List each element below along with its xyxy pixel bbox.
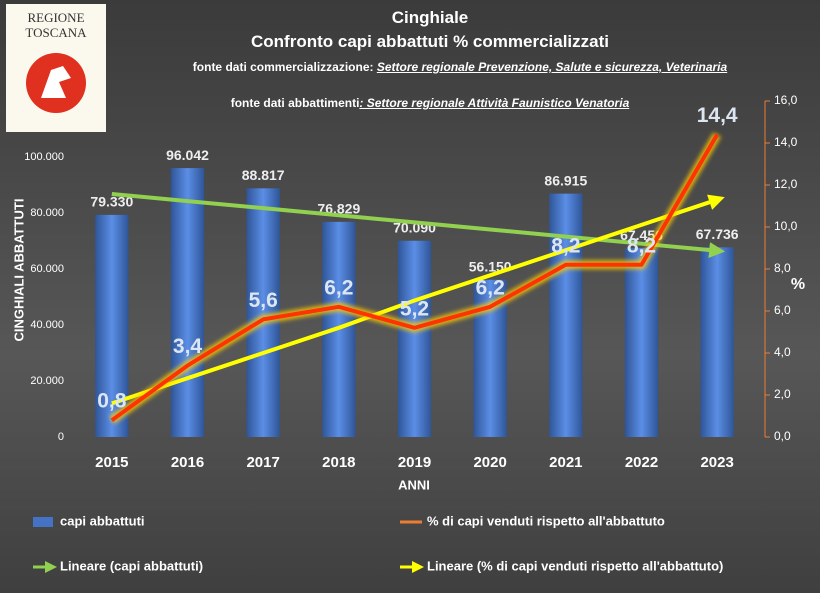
bar — [170, 168, 205, 437]
line-label: 6,2 — [476, 276, 505, 299]
x-tick-label: 2019 — [398, 454, 431, 471]
y-tick-label: 80.000 — [30, 207, 64, 219]
legend-swatch — [33, 517, 53, 527]
title: Cinghiale — [391, 8, 469, 27]
bar-label: 67.736 — [696, 226, 739, 242]
source-label: fonte dati commercializzazione: — [192, 60, 374, 74]
x-tick-label: 2020 — [473, 454, 506, 471]
source-link[interactable]: : Settore regionale Attività Faunistico … — [359, 96, 630, 110]
y-tick-label: 100.000 — [24, 151, 64, 163]
legend-label: % di capi venduti rispetto all'abbattuto — [427, 513, 665, 528]
bar-label: 88.817 — [242, 167, 285, 183]
y2-tick-label: 6,0 — [774, 303, 791, 317]
line-label: 8,2 — [627, 234, 656, 257]
trend-line — [111, 191, 726, 259]
x-axis-label: ANNI — [398, 477, 430, 492]
logo-text: REGIONE — [27, 10, 85, 25]
logo-text: TOSCANA — [25, 25, 87, 40]
line-label: 14,4 — [697, 104, 738, 127]
bar-label: 96.042 — [166, 147, 209, 163]
y-tick-label: 40.000 — [30, 319, 64, 331]
x-tick-label: 2017 — [246, 454, 279, 471]
legend-label: Lineare (% di capi venduti rispetto all'… — [427, 558, 723, 573]
bar — [246, 188, 280, 437]
x-tick-label: 2023 — [700, 454, 733, 471]
line-label: 5,6 — [249, 289, 278, 312]
line — [110, 133, 719, 422]
legend-label: capi abbattuti — [60, 513, 145, 528]
y-tick-label: 0 — [58, 431, 64, 443]
y-tick-label: 20.000 — [30, 375, 64, 387]
source-link[interactable]: Settore regionale Prevenzione, Salute e … — [376, 60, 728, 74]
source: fonte dati commercializzazione: Settore … — [180, 60, 740, 74]
y2-tick-label: 16,0 — [774, 93, 798, 107]
x-tick-label: 2022 — [625, 454, 658, 471]
bar — [700, 247, 734, 437]
logo: REGIONE TOSCANA — [6, 4, 106, 132]
y2-tick-label: 0,0 — [774, 429, 791, 443]
y2-tick-label: 8,0 — [774, 261, 791, 275]
y2-tick-label: 14,0 — [774, 135, 798, 149]
line-label: 3,4 — [173, 335, 203, 358]
y-tick-label: 60.000 — [30, 263, 64, 275]
y2-axis-label: % — [791, 276, 805, 293]
y2-tick-label: 10,0 — [774, 219, 798, 233]
y2-tick-label: 2,0 — [774, 387, 791, 401]
trend-line — [111, 194, 725, 406]
x-tick-label: 2021 — [549, 454, 582, 471]
y-axis-label: CINGHIALI ABBATTUTI — [11, 199, 26, 342]
line-label: 8,2 — [551, 234, 580, 257]
subtitle: Confronto capi abbattuti % commercializz… — [251, 32, 609, 51]
line-label: 5,2 — [400, 297, 429, 320]
line-label: 6,2 — [324, 276, 353, 299]
x-tick-label: 2015 — [95, 454, 128, 471]
x-tick-label: 2016 — [171, 454, 204, 471]
bar — [549, 193, 583, 437]
legend-label: Lineare (capi abbattuti) — [60, 558, 203, 573]
bar — [397, 240, 432, 437]
source: fonte dati abbattimenti: Settore regiona… — [120, 96, 740, 110]
bar — [624, 248, 659, 437]
line-label: 0,8 — [97, 390, 127, 413]
bar-label: 79.330 — [90, 194, 133, 210]
y2-tick-label: 12,0 — [774, 177, 798, 191]
bar-label: 86.915 — [544, 172, 587, 188]
source-label: fonte dati abbattimenti — [230, 96, 360, 110]
logo-emblem — [26, 53, 86, 113]
x-tick-label: 2018 — [322, 454, 355, 471]
y2-tick-label: 4,0 — [774, 345, 791, 359]
